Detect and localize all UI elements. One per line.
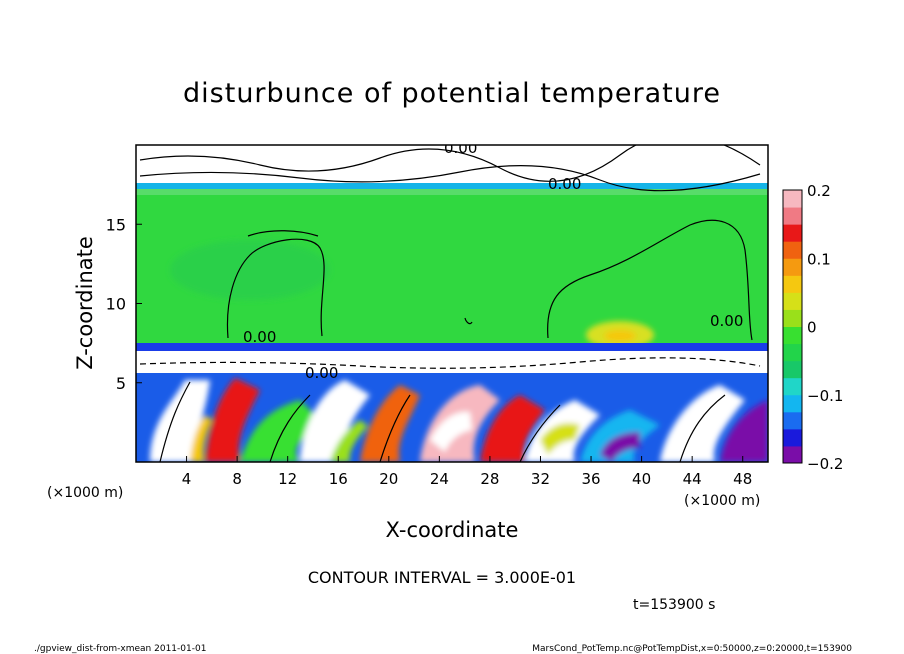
colorbar-segment <box>783 207 802 225</box>
x-tick-label: 8 <box>232 470 242 488</box>
y-axis-ticks: 5 10 15 <box>106 215 142 393</box>
colorbar-segment <box>783 394 802 413</box>
mid-blue-band <box>136 343 768 351</box>
x-tick-label: 4 <box>182 470 192 488</box>
x-tick-label: 48 <box>733 470 752 488</box>
colorbar-labels: 0.2 0.1 0 −0.1 −0.2 <box>807 182 843 473</box>
y-tick-label: 10 <box>106 295 126 314</box>
upper-noise-band <box>136 145 768 185</box>
colorbar-segment <box>783 326 802 345</box>
colorbar-segment <box>783 292 802 310</box>
svg-text:0.00: 0.00 <box>444 139 477 157</box>
footer-right: MarsCond_PotTemp.nc@PotTempDist,x=0:5000… <box>532 644 852 654</box>
svg-text:0.00: 0.00 <box>548 175 581 193</box>
x-axis-ticks: 4 8 12 16 20 24 28 32 36 40 44 48 <box>182 456 752 488</box>
warm-core <box>604 330 636 342</box>
cool-blob <box>170 240 330 300</box>
y-tick-label: 15 <box>106 215 126 234</box>
colorbar-segment <box>783 309 802 327</box>
colorbar-tick-label: −0.1 <box>807 387 843 405</box>
colorbar-tick-label: 0 <box>807 319 817 337</box>
x-tick-label: 44 <box>683 470 702 488</box>
time-label: t=153900 s <box>633 597 715 613</box>
colorbar-tick-label: 0.2 <box>807 182 831 200</box>
y-tick-label: 5 <box>116 374 126 393</box>
colorbar-segment <box>783 428 802 447</box>
x-axis-label: X-coordinate <box>386 518 519 542</box>
x-tick-label: 28 <box>480 470 499 488</box>
colorbar-segment <box>783 377 802 396</box>
svg-text:0.00: 0.00 <box>305 364 338 382</box>
x-tick-label: 24 <box>430 470 449 488</box>
contour-interval-text: CONTOUR INTERVAL = 3.000E-01 <box>308 568 576 587</box>
x-tick-label: 12 <box>278 470 297 488</box>
contour-lines <box>139 145 761 462</box>
x-tick-label: 16 <box>329 470 348 488</box>
upper-blue-edge <box>136 183 768 189</box>
colorbar-segment <box>783 343 802 362</box>
svg-text:0.00: 0.00 <box>243 328 276 346</box>
colorbar-segment <box>783 445 802 464</box>
plot-area: 0.00 0.00 0.00 0.00 0.00 <box>136 139 768 462</box>
x-axis-unit: (×1000 m) <box>684 493 760 509</box>
colorbar-frame <box>782 189 803 464</box>
contour-number-labels: 0.00 0.00 0.00 0.00 0.00 <box>243 139 743 382</box>
y-axis-unit: (×1000 m) <box>47 485 123 501</box>
y-axis-label: Z-coordinate <box>73 236 97 370</box>
x-tick-label: 32 <box>531 470 550 488</box>
footer-left: ./gpview_dist-from-xmean 2011-01-01 <box>34 644 206 654</box>
colorbar-tick-label: −0.2 <box>807 455 843 473</box>
chart-title: disturbunce of potential temperature <box>183 78 721 109</box>
colorbar-segment <box>783 241 802 259</box>
colorbar-segment <box>783 190 802 208</box>
x-tick-label: 36 <box>581 470 600 488</box>
x-tick-label: 40 <box>632 470 651 488</box>
mid-white-band <box>136 351 768 373</box>
colorbar-segment <box>783 411 802 430</box>
colorbar-segment <box>783 224 802 242</box>
x-tick-label: 20 <box>379 470 398 488</box>
colorbar-segment <box>783 275 802 293</box>
svg-text:0.00: 0.00 <box>710 312 743 330</box>
colorbar-tick-label: 0.1 <box>807 250 831 268</box>
colorbar-segment <box>783 360 802 379</box>
colorbar <box>783 190 802 464</box>
colorbar-segment <box>783 258 802 276</box>
upper-green-edge <box>136 189 768 195</box>
